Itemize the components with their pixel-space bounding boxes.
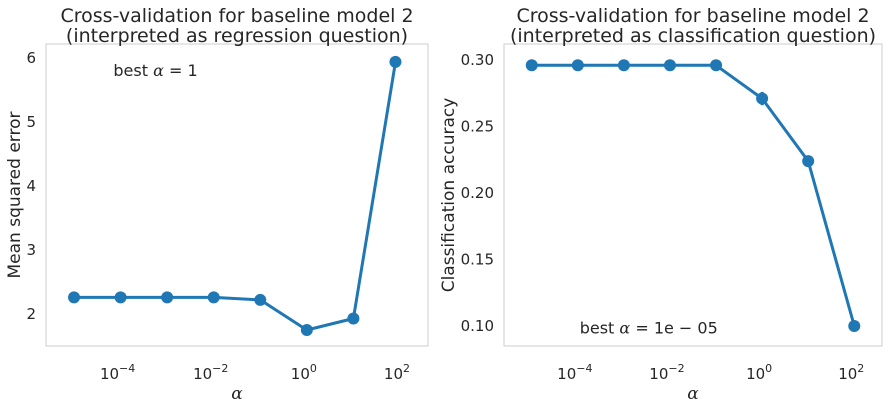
y-tick-label: 0.30 xyxy=(461,51,494,69)
best-alpha-annotation: best α = 1 xyxy=(113,61,197,80)
y-tick-label: 0.25 xyxy=(461,117,494,135)
x-tick-label: 100 xyxy=(291,362,317,383)
best-alpha-annotation: best α = 1e − 05 xyxy=(580,318,718,337)
regression-cv-plot: Cross-validation for baseline model 2(in… xyxy=(5,5,429,404)
y-tick-label: 0.20 xyxy=(461,184,494,202)
data-point xyxy=(710,59,723,72)
data-point xyxy=(114,291,127,304)
data-point xyxy=(300,324,313,337)
y-tick-label: 6 xyxy=(26,49,36,67)
data-point xyxy=(848,320,861,333)
plot-frame xyxy=(503,43,883,347)
y-tick-label: 0.15 xyxy=(461,251,494,269)
y-tick-label: 5 xyxy=(26,113,36,131)
x-tick-label: 10−4 xyxy=(557,362,592,383)
x-tick-label: 102 xyxy=(384,362,410,383)
data-point xyxy=(347,312,360,325)
chart-title-line: (interpreted as regression question) xyxy=(66,25,408,47)
data-point xyxy=(207,291,220,304)
y-tick-label: 4 xyxy=(26,177,36,195)
chart-title-line: (interpreted as classification question) xyxy=(510,25,876,47)
data-point xyxy=(161,291,174,304)
data-point xyxy=(756,92,769,105)
y-axis-label: Classification accuracy xyxy=(439,98,459,293)
y-axis-label: Mean squared error xyxy=(5,112,25,279)
data-point xyxy=(617,59,630,72)
x-tick-label: 10−2 xyxy=(193,362,228,383)
data-point xyxy=(571,59,584,72)
data-point xyxy=(254,293,267,306)
chart-title-line: Cross-validation for baseline model 2 xyxy=(516,5,869,27)
series-line xyxy=(531,63,856,327)
data-point xyxy=(68,291,81,304)
chart-title-line: Cross-validation for baseline model 2 xyxy=(60,5,413,27)
x-tick-label: 102 xyxy=(838,362,864,383)
plot-frame xyxy=(45,43,429,347)
y-tick-label: 0.10 xyxy=(461,317,494,335)
series-line xyxy=(74,61,397,332)
x-tick-label: 10−2 xyxy=(649,362,684,383)
y-tick-label: 2 xyxy=(26,305,36,323)
x-tick-label: 10−4 xyxy=(100,362,135,383)
x-axis-label: α xyxy=(231,384,243,404)
classification-cv-plot: Cross-validation for baseline model 2(in… xyxy=(439,5,883,404)
data-point xyxy=(389,55,402,68)
data-point xyxy=(525,59,538,72)
data-point xyxy=(663,59,676,72)
y-tick-label: 3 xyxy=(26,241,36,259)
x-axis-label: α xyxy=(687,384,699,404)
data-point xyxy=(802,155,815,168)
x-tick-label: 100 xyxy=(746,362,772,383)
